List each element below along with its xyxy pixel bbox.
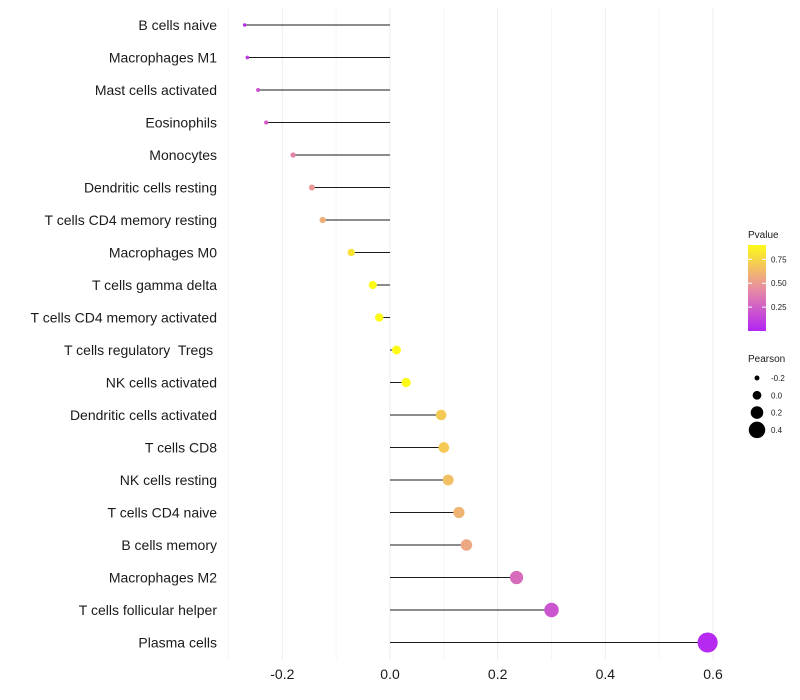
size-legend-label: -0.2 <box>771 374 785 383</box>
y-label: NK cells resting <box>120 472 217 488</box>
x-tick-label: 0.4 <box>596 666 616 682</box>
dot <box>264 120 269 125</box>
dot <box>375 313 384 322</box>
size-legend-dot <box>752 390 762 400</box>
dot <box>460 539 473 551</box>
dot <box>391 345 401 355</box>
pvalue-legend: Pvalue 0.25 0.50 0.75 <box>748 230 787 331</box>
dot <box>438 442 450 453</box>
y-label: T cells gamma delta <box>92 277 217 293</box>
size-legend-dot <box>748 421 766 439</box>
dot <box>308 184 315 191</box>
colorbar-tick-label: 0.75 <box>771 255 787 264</box>
y-label: T cells CD4 memory resting <box>45 212 217 228</box>
dot <box>442 474 454 486</box>
dot <box>401 377 411 388</box>
dot <box>368 280 377 290</box>
pearson-legend: Pearson -0.2 0.0 0.2 0.4 <box>748 354 785 439</box>
dot <box>290 152 296 158</box>
y-label: B cells memory <box>121 537 217 553</box>
y-label: Eosinophils <box>145 115 217 131</box>
dot <box>544 602 559 618</box>
y-label: T cells follicular helper <box>79 602 218 618</box>
dots <box>242 23 718 653</box>
y-label: Mast cells activated <box>95 82 217 98</box>
stems <box>244 24 708 643</box>
size-legend-label: 0.0 <box>771 391 783 400</box>
size-legend-dot <box>754 375 760 381</box>
y-label: Dendritic cells resting <box>84 180 217 196</box>
x-tick-label: 0.0 <box>380 666 400 682</box>
size-legend-label: 0.4 <box>771 426 783 435</box>
y-label: T cells regulatory Tregs <box>64 342 217 358</box>
x-axis-tick-labels: -0.2 0.0 0.2 0.4 0.6 <box>270 666 723 682</box>
dot <box>245 55 250 60</box>
y-label: T cells CD4 naive <box>108 505 218 521</box>
colorbar-tick-label: 0.25 <box>771 303 787 312</box>
y-axis-labels: B cells naive Macrophages M1 Mast cells ac… <box>31 17 218 651</box>
dot <box>319 216 326 224</box>
y-label: NK cells activated <box>106 375 217 391</box>
x-tick-label: 0.6 <box>703 666 723 682</box>
dot <box>435 409 447 421</box>
dot <box>347 248 355 257</box>
x-tick-label: -0.2 <box>270 666 294 682</box>
y-label: T cells CD4 memory activated <box>31 310 217 326</box>
x-tick-label: 0.2 <box>488 666 508 682</box>
size-legend-dot <box>750 406 764 419</box>
y-label: Macrophages M0 <box>109 245 217 261</box>
grid-lines <box>228 8 714 660</box>
y-label: T cells CD8 <box>145 440 217 456</box>
pearson-legend-title: Pearson <box>748 354 785 365</box>
y-label: B cells naive <box>138 17 217 33</box>
y-label: Macrophages M2 <box>109 570 217 586</box>
dot <box>453 506 465 519</box>
colorbar-tick-label: 0.50 <box>771 279 787 288</box>
y-label: Dendritic cells activated <box>70 407 217 423</box>
y-label: Macrophages M1 <box>109 50 217 66</box>
pvalue-legend-title: Pvalue <box>748 230 779 241</box>
dot <box>256 87 261 93</box>
y-label: Plasma cells <box>138 635 217 651</box>
size-legend-label: 0.2 <box>771 409 783 418</box>
dot <box>242 23 247 27</box>
pvalue-colorbar <box>748 245 766 331</box>
dot <box>509 570 524 585</box>
dot <box>697 632 718 653</box>
y-label: Monocytes <box>149 147 217 163</box>
